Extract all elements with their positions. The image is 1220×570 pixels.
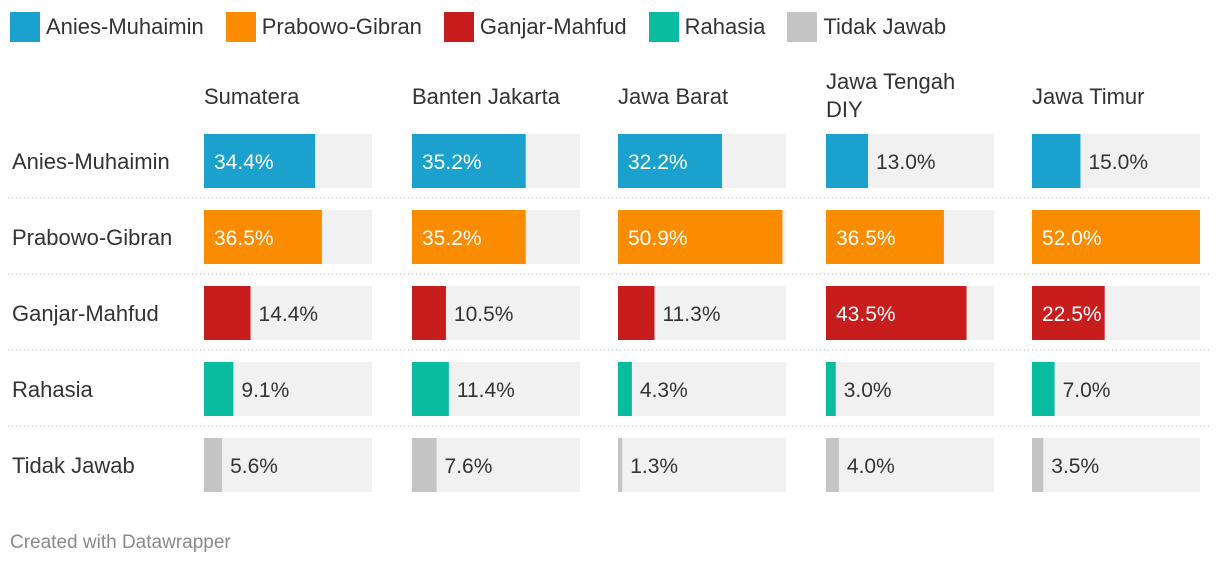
bar-tidak-jawab-jawa-barat [618, 438, 623, 492]
data-label: 4.0% [847, 455, 895, 478]
data-label: 11.4% [457, 379, 515, 402]
bar-anies-muhaimin-sumatera [204, 134, 316, 188]
bar-rahasia-jawa-timur [1032, 362, 1055, 416]
data-label: 13.0% [876, 151, 936, 174]
legend-swatch [225, 12, 256, 42]
bar-background [618, 362, 786, 416]
bar-rahasia-jawa-tengah-diy [826, 362, 836, 416]
data-label: 34.4% [214, 151, 274, 174]
data-label: 14.4% [259, 303, 319, 326]
data-label: 7.6% [445, 455, 493, 478]
data-label: 32.2% [628, 151, 688, 174]
row-label-anies-muhaimin: Anies-Muhaimin [12, 149, 170, 174]
legend-label: Ganjar-Mahfud [479, 14, 627, 39]
data-label: 1.3% [630, 455, 678, 478]
data-label: 11.3% [663, 303, 721, 326]
legend-label: Rahasia [684, 14, 766, 39]
bar-ganjar-mahfud-jawa-barat [618, 286, 655, 340]
bar-prabowo-gibran-jawa-tengah-diy [826, 210, 944, 264]
data-label: 35.2% [422, 151, 482, 174]
data-label: 3.0% [844, 379, 892, 402]
legend-label: Anies-Muhaimin [46, 14, 204, 39]
row-label-tidak-jawab: Tidak Jawab [12, 453, 135, 478]
legend-label: Prabowo-Gibran [261, 14, 422, 39]
bar-background [618, 438, 786, 492]
bar-prabowo-gibran-jawa-timur [1032, 210, 1200, 264]
data-label: 3.5% [1051, 455, 1099, 478]
data-label: 52.0% [1042, 227, 1102, 250]
bar-anies-muhaimin-jawa-barat [618, 134, 723, 188]
bar-tidak-jawab-jawa-tengah-diy [826, 438, 839, 492]
footer-credit[interactable]: Created with Datawrapper [10, 532, 231, 553]
bar-ganjar-mahfud-sumatera [204, 286, 251, 340]
data-label: 4.3% [640, 379, 688, 402]
legend-item-rahasia: Rahasia [648, 12, 766, 42]
bar-background [1032, 438, 1200, 492]
data-label: 5.6% [230, 455, 278, 478]
bar-tidak-jawab-sumatera [204, 438, 223, 492]
bar-background [412, 438, 580, 492]
data-label: 50.9% [628, 227, 688, 250]
bar-rahasia-banten-jakarta [412, 362, 449, 416]
bar-ganjar-mahfud-banten-jakarta [412, 286, 446, 340]
legend: Anies-Muhaimin Prabowo-Gibran Ganjar-Mah… [10, 12, 968, 42]
data-label: 10.5% [454, 303, 514, 326]
data-label: 35.2% [422, 227, 482, 250]
column-header-banten-jakarta: Banten Jakarta [412, 84, 561, 109]
row-label-prabowo-gibran: Prabowo-Gibran [12, 225, 172, 250]
legend-swatch [648, 12, 679, 42]
row-label-rahasia: Rahasia [12, 377, 93, 402]
chart-area: Sumatera Banten Jakarta Jawa Barat Jawa Ten… [8, 69, 1210, 492]
bar-background [1032, 362, 1200, 416]
bar-ganjar-mahfud-jawa-timur [1032, 286, 1105, 340]
data-label: 36.5% [836, 227, 896, 250]
legend-item-prabowo-gibran: Prabowo-Gibran [225, 12, 422, 42]
bar-prabowo-gibran-jawa-barat [618, 210, 783, 264]
bar-rahasia-jawa-barat [618, 362, 632, 416]
legend-swatch [10, 12, 40, 42]
data-label: 7.0% [1063, 379, 1111, 402]
bar-tidak-jawab-banten-jakarta [412, 438, 437, 492]
legend-swatch [443, 12, 474, 42]
legend-label: Tidak Jawab [823, 14, 947, 39]
column-header-sumatera: Sumatera [204, 84, 300, 109]
bar-background [826, 362, 994, 416]
bar-ganjar-mahfud-jawa-tengah-diy [826, 286, 967, 340]
column-header-jawa-tengah-diy: DIY [826, 97, 863, 122]
bar-rahasia-sumatera [204, 362, 234, 416]
data-label: 36.5% [214, 227, 274, 250]
column-header-jawa-barat: Jawa Barat [618, 84, 728, 109]
bar-anies-muhaimin-jawa-tengah-diy [826, 134, 868, 188]
bar-anies-muhaimin-jawa-timur [1032, 134, 1081, 188]
data-label: 15.0% [1088, 151, 1148, 174]
column-header-jawa-timur: Jawa Timur [1032, 84, 1144, 109]
bar-background [826, 438, 994, 492]
data-label: 9.1% [241, 379, 289, 402]
bar-anies-muhaimin-banten-jakarta [412, 134, 526, 188]
row-label-ganjar-mahfud: Ganjar-Mahfud [12, 301, 159, 326]
column-header-jawa-tengah-diy: Jawa Tengah [826, 69, 955, 94]
legend-item-ganjar-mahfud: Ganjar-Mahfud [443, 12, 627, 42]
data-label: 22.5% [1042, 303, 1102, 326]
legend-item-tidak-jawab: Tidak Jawab [787, 12, 946, 42]
bar-prabowo-gibran-sumatera [204, 210, 322, 264]
data-label: 43.5% [836, 303, 896, 326]
legend-swatch [787, 12, 818, 42]
legend-item-anies-muhaimin: Anies-Muhaimin [10, 12, 204, 42]
bar-tidak-jawab-jawa-timur [1032, 438, 1044, 492]
bar-prabowo-gibran-banten-jakarta [412, 210, 526, 264]
bar-background [204, 438, 372, 492]
